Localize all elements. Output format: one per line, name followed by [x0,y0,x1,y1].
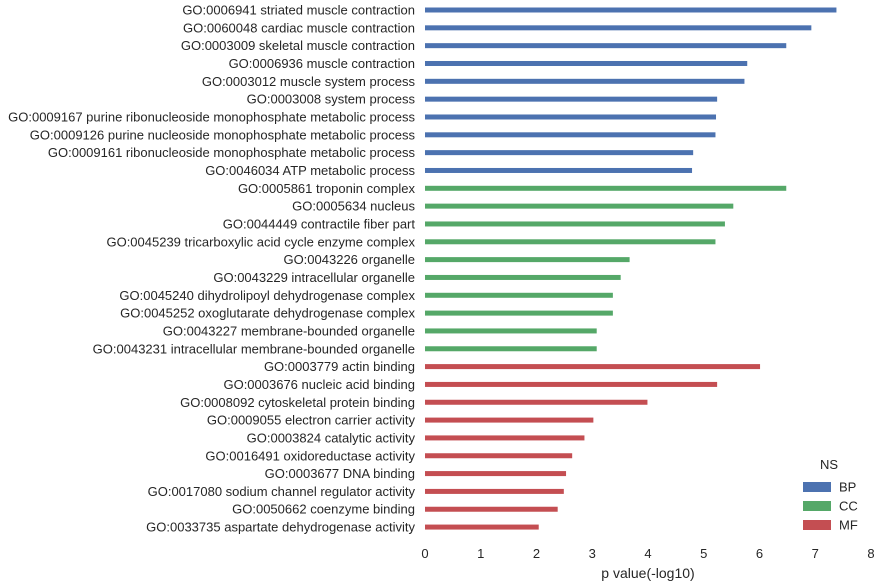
bar-bp [425,96,718,102]
legend-label-cc: CC [839,499,858,514]
x-tick-label: 0 [421,546,428,561]
bar-bp [425,7,837,13]
category-label: GO:0043231 intracellular membrane-bounde… [93,341,415,356]
category-label: GO:0003009 skeletal muscle contraction [181,38,415,53]
bar-mf [425,453,573,459]
x-tick-label: 2 [533,546,540,561]
bar-mf [425,381,718,387]
legend-items: BP CC MF [803,480,858,533]
x-tick-label: 6 [756,546,763,561]
bar-bp [425,132,716,138]
category-label: GO:0006941 striated muscle contraction [182,3,415,18]
bar-bp [425,60,748,66]
x-axis-ticks: 0 1 2 3 4 5 6 7 8 [421,546,874,561]
x-tick-label: 1 [477,546,484,561]
category-labels: GO:0006941 striated muscle contraction GO… [8,3,415,535]
category-label: GO:0045252 oxoglutarate dehydrogenase co… [120,306,415,321]
bar-cc [425,274,621,280]
category-label: GO:0008092 cytoskeletal protein binding [180,395,415,410]
bar-cc [425,310,613,316]
category-label: GO:0045239 tricarboxylic acid cycle enzy… [106,234,415,249]
category-label: GO:0009161 ribonucleoside monophosphate … [48,145,416,160]
legend-swatch-cc [803,501,831,511]
legend: NS BP CC MF [803,457,858,533]
bar-mf [425,399,648,405]
category-label: GO:0005861 troponin complex [238,181,416,196]
bar-bp [425,78,745,84]
bar-bp [425,114,717,120]
bar-cc [425,328,597,334]
category-label: GO:0043229 intracellular organelle [213,270,415,285]
category-label: GO:0003676 nucleic acid binding [223,377,415,392]
category-label: GO:0003008 system process [247,92,416,107]
bars-layer [425,7,837,530]
category-label: GO:0033735 aspartate dehydrogenase activ… [146,520,415,535]
x-tick-label: 8 [867,546,874,561]
category-label: GO:0009167 purine ribonucleoside monopho… [8,109,415,124]
category-label: GO:0003779 actin binding [264,359,415,374]
bar-bp [425,25,812,31]
x-tick-label: 7 [812,546,819,561]
category-label: GO:0016491 oxidoreductase activity [205,448,415,463]
category-label: GO:0009055 electron carrier activity [207,413,416,428]
bar-bp [425,43,787,49]
bar-cc [425,239,716,245]
bar-mf [425,364,761,370]
category-label: GO:0003824 catalytic activity [247,430,416,445]
category-label: GO:0003012 muscle system process [202,74,416,89]
bar-mf [425,417,594,423]
legend-swatch-bp [803,482,831,492]
bar-cc [425,185,787,191]
category-label: GO:0045240 dihydrolipoyl dehydrogenase c… [119,288,415,303]
category-label: GO:0017080 sodium channel regulator acti… [148,484,416,499]
category-label: GO:0006936 muscle contraction [229,56,415,71]
x-tick-label: 5 [700,546,707,561]
x-tick-label: 4 [644,546,651,561]
category-label: GO:0009126 purine nucleoside monophospha… [30,127,416,142]
legend-swatch-mf [803,520,831,530]
bar-bp [425,167,693,173]
x-tick-label: 3 [589,546,596,561]
bar-bp [425,150,694,156]
legend-label-bp: BP [839,480,856,495]
category-label: GO:0044449 contractile fiber part [223,216,416,231]
bar-cc [425,257,630,263]
bar-mf [425,488,564,494]
bar-mf [425,435,585,441]
category-label: GO:0005634 nucleus [292,199,415,214]
bar-cc [425,203,734,209]
category-label: GO:0043226 organelle [283,252,415,267]
bar-cc [425,346,597,352]
bar-cc [425,292,613,298]
bar-mf [425,506,558,512]
legend-label-mf: MF [839,518,858,533]
legend-title: NS [820,457,838,472]
x-axis-title: p value(-log10) [601,565,694,581]
category-label: GO:0060048 cardiac muscle contraction [183,20,415,35]
category-label: GO:0043227 membrane-bounded organelle [163,323,415,338]
bar-mf [425,524,539,530]
category-label: GO:0046034 ATP metabolic process [205,163,415,178]
category-label: GO:0050662 coenzyme binding [232,502,415,517]
bar-mf [425,471,567,477]
category-label: GO:0003677 DNA binding [265,466,415,481]
bar-cc [425,221,725,227]
